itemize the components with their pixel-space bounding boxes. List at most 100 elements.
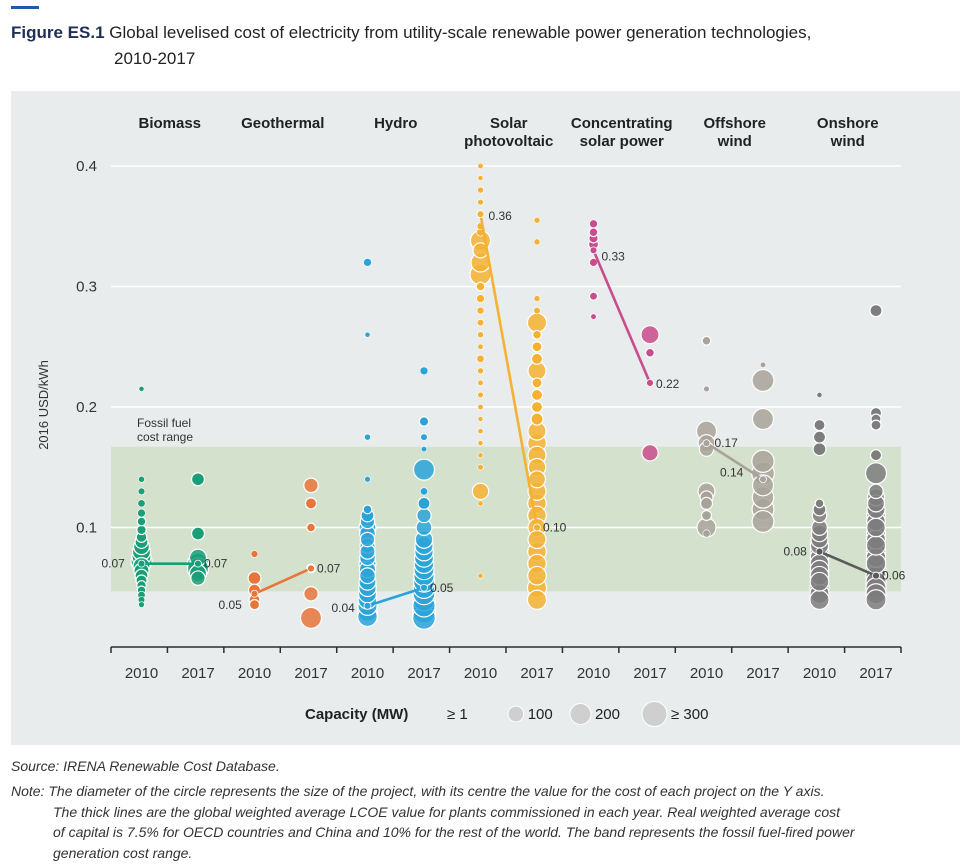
technology-name-line2: photovoltaic <box>464 133 553 150</box>
chart-panel: Fossil fuel cost range 0.1 0.2 0.3 0.4 2016 US… <box>11 91 960 745</box>
project-bubble <box>419 366 429 376</box>
project-bubble <box>527 470 547 489</box>
project-bubble <box>531 341 543 353</box>
x-year-label: 2017 <box>746 665 779 682</box>
average-label-2010: 0.33 <box>602 249 626 263</box>
average-marker-2010 <box>815 547 824 556</box>
project-bubble <box>751 509 775 533</box>
note-label: Note: <box>11 783 45 799</box>
project-bubble <box>751 368 775 393</box>
project-bubble <box>362 504 373 515</box>
average-label-2017: 0.07 <box>204 557 228 571</box>
project-bubble <box>475 281 486 292</box>
weighted-average-line <box>367 586 425 608</box>
project-bubble <box>476 354 485 363</box>
project-bubble <box>702 529 711 538</box>
average-label-2010: 0.07 <box>102 557 126 571</box>
project-bubble <box>137 487 146 496</box>
project-bubble <box>138 475 145 483</box>
source-text: Source: IRENA Renewable Cost Database. <box>11 758 280 774</box>
figure-label: Figure ES.1 <box>11 23 105 42</box>
weighted-average-line <box>253 567 312 595</box>
technology-name-line2: wind <box>717 133 752 150</box>
legend-title: Capacity (MW) <box>305 706 408 723</box>
note-line2: The thick lines are the global weighted … <box>53 803 841 820</box>
project-bubble <box>751 407 775 431</box>
average-marker-2010 <box>476 210 485 219</box>
project-bubble <box>136 524 147 536</box>
project-bubble <box>477 162 484 170</box>
average-label-2017: 0.22 <box>656 377 680 391</box>
project-bubble <box>477 572 484 579</box>
x-year-label: 2010 <box>351 665 384 682</box>
legend-item-label: ≥ 1 <box>447 706 468 723</box>
weighted-average-line <box>592 249 652 384</box>
x-year-label: 2010 <box>464 665 497 682</box>
project-bubble <box>363 258 372 267</box>
project-bubble <box>364 433 371 441</box>
project-bubble <box>477 403 484 411</box>
project-bubble <box>588 227 599 238</box>
project-bubble <box>526 312 548 333</box>
project-bubble <box>412 458 436 481</box>
project-bubble <box>533 238 541 246</box>
project-bubble <box>809 571 830 592</box>
project-bubble <box>530 400 544 414</box>
project-bubble <box>303 585 319 602</box>
fossil-band-label-line2: cost range <box>137 430 193 444</box>
project-bubble <box>190 526 206 541</box>
project-bubble <box>531 377 543 389</box>
project-bubble <box>533 216 541 224</box>
project-bubble <box>641 444 659 462</box>
x-year-label: 2010 <box>125 665 158 682</box>
technology-name-line2: solar power <box>580 133 664 150</box>
project-bubble <box>869 304 883 318</box>
project-bubble <box>471 482 490 501</box>
y-tick-label: 0.1 <box>76 520 97 537</box>
note-line4: generation cost range. <box>53 844 193 861</box>
technology-name: Concentrating <box>571 115 673 132</box>
project-bubble <box>137 508 146 518</box>
project-bubble <box>477 175 484 181</box>
project-bubble <box>701 335 712 346</box>
project-bubble <box>364 476 371 483</box>
project-bubble <box>477 343 484 350</box>
average-marker-2017 <box>194 559 202 568</box>
project-bubble <box>814 498 825 509</box>
project-bubble <box>700 509 713 522</box>
project-bubble <box>419 487 428 496</box>
average-marker-2017 <box>646 378 654 387</box>
y-axis-label: 2016 USD/kWh <box>36 360 51 450</box>
average-label-2010: 0.05 <box>219 598 243 612</box>
project-bubble <box>190 472 206 487</box>
x-year-label: 2010 <box>803 665 836 682</box>
project-bubble <box>530 412 544 426</box>
average-label-2017: 0.10 <box>543 521 567 535</box>
weighted-average-line <box>705 442 764 481</box>
project-bubble <box>751 474 775 497</box>
project-bubble <box>190 570 206 586</box>
project-bubble <box>359 567 376 585</box>
project-bubble <box>865 535 887 556</box>
project-bubble <box>477 464 484 471</box>
average-marker-2010 <box>589 246 598 255</box>
technology-name-line2: wind <box>830 133 865 150</box>
x-year-label: 2017 <box>407 665 440 682</box>
project-bubble <box>590 313 597 320</box>
x-year-label: 2017 <box>859 665 892 682</box>
average-label-2010: 0.17 <box>715 436 739 450</box>
weighted-average-line <box>479 213 539 528</box>
technology-name: Biomass <box>138 115 201 132</box>
technology-group-biomass: Biomass 0.07 0.07 2010 2017 <box>102 115 228 682</box>
project-bubble <box>751 449 775 473</box>
project-bubble <box>588 291 599 301</box>
weighted-average-line <box>818 550 877 577</box>
legend-item-label: 100 <box>528 706 553 723</box>
average-label-2010: 0.36 <box>489 209 513 223</box>
project-bubble <box>477 331 484 339</box>
project-bubble <box>476 306 485 315</box>
project-bubble <box>476 319 485 327</box>
project-bubble <box>477 391 484 399</box>
project-bubble <box>816 392 823 398</box>
